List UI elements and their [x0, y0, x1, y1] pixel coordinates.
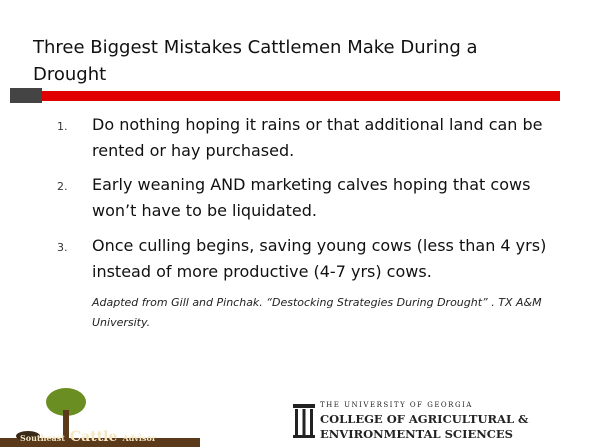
item-number: 1. [57, 120, 68, 133]
item-text: Early weaning AND marketing calves hopin… [92, 175, 531, 220]
logo-word: Cattle [70, 429, 118, 445]
uga-line: ENVIRONMENTAL SCIENCES [320, 427, 513, 441]
uga-line: THE UNIVERSITY OF GEORGIA [320, 401, 473, 409]
item-text: Do nothing hoping it rains or that addit… [92, 115, 543, 160]
item-number: 2. [57, 180, 68, 193]
logo-cow [16, 431, 40, 441]
uga-arch [293, 404, 315, 438]
uga-line: COLLEGE OF AGRICULTURAL & [320, 412, 529, 426]
logo-trunk [63, 410, 69, 438]
left-logo [0, 388, 200, 447]
left-logo-text: Southeast Cattle Advisor [20, 426, 156, 445]
logo-tree [46, 388, 86, 416]
logo-ground [0, 438, 200, 447]
accent-bar [42, 91, 560, 101]
slide-title: Three Biggest Mistakes Cattlemen Make Du… [33, 37, 478, 85]
logo-word: Southeast [20, 433, 65, 443]
logo-word: Advisor [122, 433, 157, 443]
item-number: 3. [57, 241, 68, 254]
citation: Adapted from Gill and Pinchak. “Destocki… [92, 296, 542, 329]
accent-square [10, 88, 42, 103]
item-text: Once culling begins, saving young cows (… [92, 236, 547, 281]
